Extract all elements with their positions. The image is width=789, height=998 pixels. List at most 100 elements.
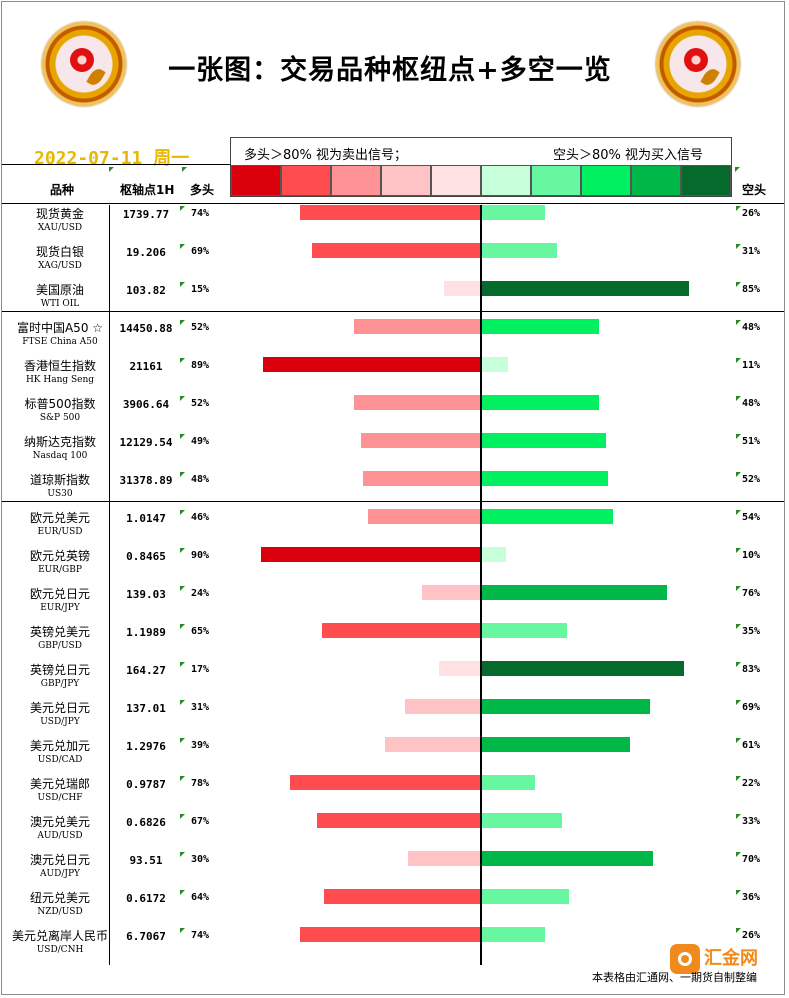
legend-swatch bbox=[481, 165, 531, 196]
row-name-code: USD/CHF bbox=[37, 793, 83, 803]
long-percent: 64% bbox=[191, 892, 210, 903]
long-bar bbox=[289, 775, 481, 790]
row-tick-icon bbox=[736, 434, 741, 439]
row-name-cn: 欧元兑英镑 bbox=[29, 549, 90, 563]
short-bar bbox=[481, 623, 567, 638]
row-tick-icon bbox=[736, 852, 741, 857]
row-name: 美元兑离岸人民币 USD/CNH bbox=[10, 929, 110, 957]
row-tick-icon bbox=[736, 206, 741, 211]
long-bar bbox=[324, 889, 481, 904]
short-percent: 26% bbox=[742, 208, 761, 219]
col-divider bbox=[109, 205, 110, 965]
row-tick-icon bbox=[180, 548, 185, 553]
row-name: 香港恒生指数 HK Hang Seng bbox=[10, 359, 110, 387]
short-bar bbox=[481, 205, 545, 220]
short-bar bbox=[481, 699, 651, 714]
row-tick-icon bbox=[180, 586, 185, 591]
short-bar bbox=[481, 471, 609, 486]
row-pivot: 1.0147 bbox=[126, 512, 166, 525]
long-bar bbox=[405, 699, 481, 714]
row-tick-icon bbox=[736, 662, 741, 667]
legend-swatch bbox=[281, 165, 331, 196]
brand-name: 汇金网 bbox=[704, 948, 758, 969]
row-tick-icon bbox=[736, 928, 741, 933]
legend-swatch bbox=[231, 165, 281, 196]
row-name: 英镑兑美元 GBP/USD bbox=[10, 625, 110, 653]
row-name-code: USD/CAD bbox=[37, 755, 83, 765]
short-bar bbox=[481, 661, 685, 676]
short-percent: 36% bbox=[742, 892, 761, 903]
row-name-cn: 标普500指数 bbox=[24, 397, 96, 411]
short-percent: 54% bbox=[742, 512, 761, 523]
col-header-name: 品种 bbox=[50, 183, 75, 197]
row-pivot: 1739.77 bbox=[122, 208, 170, 221]
long-bar bbox=[422, 585, 481, 600]
short-percent: 83% bbox=[742, 664, 761, 675]
row-tick-icon bbox=[180, 396, 185, 401]
header-tick-icon bbox=[735, 167, 740, 172]
short-bar bbox=[481, 547, 506, 562]
row-pivot: 103.82 bbox=[126, 284, 166, 297]
row-tick-icon bbox=[736, 320, 741, 325]
legend-swatch bbox=[331, 165, 381, 196]
row-name-cn: 澳元兑日元 bbox=[29, 853, 90, 867]
short-percent: 22% bbox=[742, 778, 761, 789]
long-percent: 48% bbox=[191, 474, 210, 485]
long-bar bbox=[299, 205, 481, 220]
row-tick-icon bbox=[736, 624, 741, 629]
row-name: 澳元兑日元 AUD/JPY bbox=[10, 853, 110, 881]
short-percent: 31% bbox=[742, 246, 761, 257]
row-name: 美元兑加元 USD/CAD bbox=[10, 739, 110, 767]
row-name-cn: 香港恒生指数 bbox=[23, 359, 96, 373]
row-tick-icon bbox=[736, 586, 741, 591]
legend-swatch bbox=[631, 165, 681, 196]
row-name-code: S&P 500 bbox=[39, 413, 81, 423]
long-percent: 17% bbox=[191, 664, 210, 675]
long-percent: 52% bbox=[191, 398, 210, 409]
row-name-cn: 欧元兑日元 bbox=[29, 587, 90, 601]
row-name: 富时中国A50 ☆ FTSE China A50 bbox=[10, 321, 110, 349]
row-tick-icon bbox=[180, 776, 185, 781]
row-tick-icon bbox=[180, 624, 185, 629]
legend-swatch bbox=[381, 165, 431, 196]
row-name: 纽元兑美元 NZD/USD bbox=[10, 891, 110, 919]
col-header-short: 空头 bbox=[742, 183, 767, 197]
row-tick-icon bbox=[180, 472, 185, 477]
row-name-code: USD/CNH bbox=[36, 945, 84, 955]
short-bar bbox=[481, 737, 631, 752]
row-name-cn: 美元兑加元 bbox=[29, 739, 90, 753]
row-name-cn: 欧元兑美元 bbox=[29, 511, 90, 525]
row-name-code: EUR/USD bbox=[37, 527, 83, 537]
short-bar bbox=[481, 927, 545, 942]
legend-sell-note: 多头＞80% 视为卖出信号； bbox=[244, 148, 408, 163]
row-name-code: HK Hang Seng bbox=[25, 375, 95, 385]
row-tick-icon bbox=[736, 776, 741, 781]
row-tick-icon bbox=[180, 814, 185, 819]
row-pivot: 0.6826 bbox=[126, 816, 166, 829]
row-tick-icon bbox=[180, 890, 185, 895]
center-axis bbox=[480, 205, 482, 965]
row-tick-icon bbox=[180, 244, 185, 249]
row-name-code: EUR/JPY bbox=[40, 603, 80, 613]
row-name: 英镑兑日元 GBP/JPY bbox=[10, 663, 110, 691]
long-bar bbox=[311, 243, 481, 258]
long-bar bbox=[360, 433, 481, 448]
row-name-code: XAU/USD bbox=[37, 223, 83, 233]
row-tick-icon bbox=[180, 434, 185, 439]
row-name-cn: 美国原油 bbox=[35, 283, 84, 297]
col-header-long: 多头 bbox=[190, 183, 215, 197]
header-tick-icon bbox=[182, 167, 187, 172]
row-tick-icon bbox=[180, 358, 185, 363]
row-name-code: FTSE China A50 bbox=[22, 337, 98, 347]
row-name: 美元兑瑞郎 USD/CHF bbox=[10, 777, 110, 805]
row-name-cn: 现货黄金 bbox=[35, 207, 84, 221]
row-tick-icon bbox=[736, 890, 741, 895]
long-bar bbox=[353, 395, 481, 410]
row-name-cn: 英镑兑日元 bbox=[29, 663, 90, 677]
long-percent: 89% bbox=[191, 360, 210, 371]
footer-credit: 本表格由汇通网、一期货自制整编 bbox=[592, 971, 757, 984]
long-percent: 31% bbox=[191, 702, 210, 713]
row-tick-icon bbox=[736, 358, 741, 363]
row-name-code: XAG/USD bbox=[38, 261, 82, 271]
long-percent: 78% bbox=[191, 778, 210, 789]
